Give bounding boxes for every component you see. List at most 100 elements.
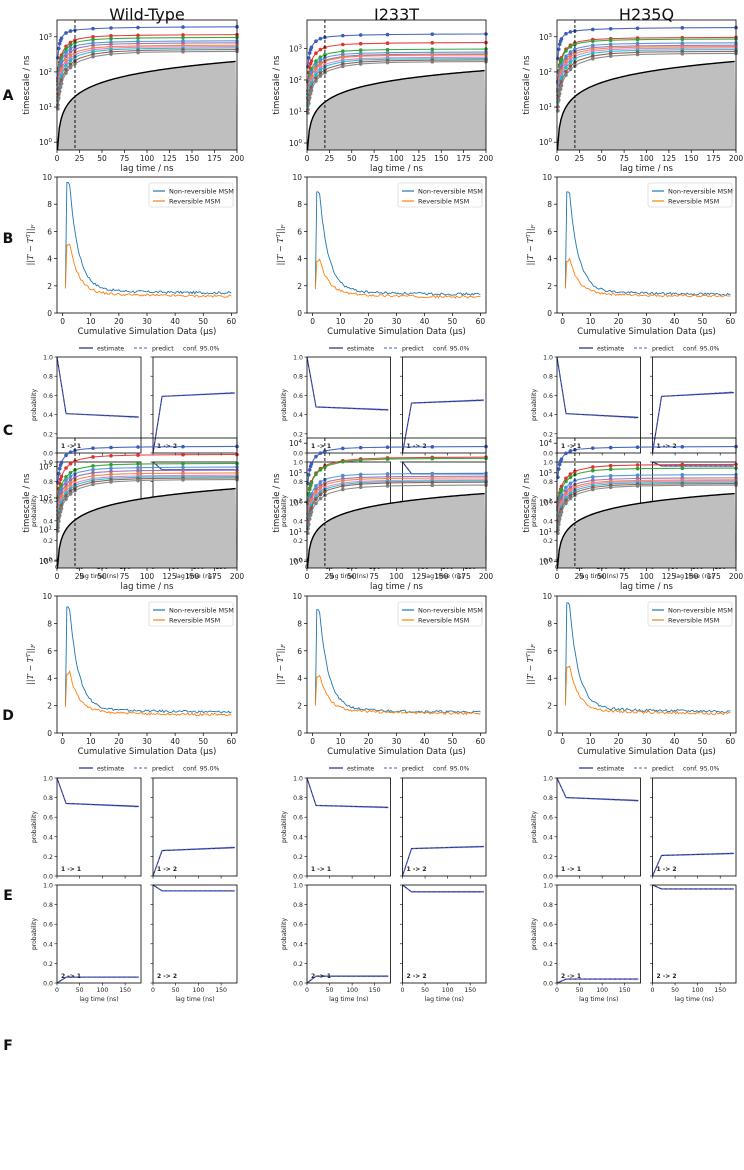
- its-marker: [568, 481, 573, 486]
- ck-frame: [402, 884, 487, 984]
- its-marker: [358, 472, 363, 477]
- ck-subpanel: 1 -> 2: [650, 777, 737, 879]
- its-marker: [307, 51, 312, 55]
- its-marker: [307, 487, 312, 492]
- its-marker: [318, 71, 323, 75]
- its-marker: [57, 41, 62, 46]
- its-marker: [564, 489, 568, 493]
- x-tick-label: 25: [325, 572, 335, 581]
- ck-predict-line: [402, 461, 484, 475]
- x-tick-label: 30: [642, 317, 652, 326]
- ck-subpanel: 1 -> 2: [400, 777, 487, 879]
- ck-confidence-band: [557, 357, 639, 419]
- its-marker: [136, 445, 140, 449]
- its-marker: [568, 472, 573, 476]
- its-marker: [91, 37, 95, 42]
- its-marker: [564, 479, 568, 484]
- its-marker: [568, 67, 573, 72]
- x-tick-label: 0: [401, 987, 405, 994]
- ck-frame: [306, 884, 391, 984]
- its-marker: [136, 33, 140, 38]
- y-tick-label: 0.2: [543, 854, 553, 861]
- its-marker: [68, 43, 73, 47]
- its-marker: [181, 49, 185, 54]
- its-marker: [314, 501, 318, 506]
- y-tick-label: 0.2: [43, 431, 53, 438]
- y-tick-label: 10: [42, 173, 52, 182]
- y-tick-label: 1.0: [43, 355, 53, 362]
- y-tick-label: 0.8: [293, 479, 303, 486]
- its-marker: [430, 471, 435, 476]
- ck-legend-predict: predict: [152, 766, 174, 773]
- its-marker: [341, 459, 345, 464]
- ck-subpanel: 0.0 0.2 0.4 0.6 0.8 1.0 1 -> 1 probability: [31, 776, 142, 881]
- x-tick-label: 50: [198, 317, 208, 326]
- its-series-line: [557, 52, 737, 111]
- its-marker: [64, 475, 68, 479]
- x-tick-label: 30: [142, 737, 152, 746]
- ck-confidence-band: [307, 357, 389, 411]
- its-marker: [109, 453, 113, 458]
- its-marker: [680, 483, 685, 488]
- ck-predict-line: [306, 975, 389, 984]
- its-marker: [635, 473, 640, 478]
- ck-confidence-band: [153, 885, 235, 893]
- its-marker: [318, 58, 323, 63]
- ck-predict-line: [152, 392, 235, 454]
- ck-xlabel: lag time (ns): [425, 573, 464, 580]
- its-marker: [73, 47, 77, 52]
- convergence-xlabel: Cumulative Simulation Data (µs): [78, 747, 217, 757]
- y-tick-label: 0.4: [43, 834, 53, 841]
- ck-legend-predict: predict: [152, 346, 174, 353]
- x-tick-label: 75: [369, 154, 379, 163]
- legend-nonrev-label: Non-reversible MSM: [668, 607, 733, 615]
- y-tick-label: 103: [289, 44, 303, 53]
- ck-legend: estimate predict conf. 95.0%: [79, 766, 220, 773]
- x-tick-label: 175: [207, 154, 222, 163]
- its-marker: [430, 480, 435, 485]
- its-marker: [91, 34, 95, 39]
- y-tick-label: 100: [539, 557, 553, 566]
- its-marker: [568, 494, 573, 498]
- its-marker: [385, 41, 390, 45]
- x-tick-label: 100: [692, 987, 704, 994]
- x-tick-label: 200: [230, 572, 245, 581]
- its-marker: [318, 47, 323, 52]
- y-tick-label: 102: [289, 76, 302, 85]
- ck-xlabel: lag time (ns): [579, 573, 618, 580]
- its-marker: [68, 461, 73, 466]
- x-tick-label: 150: [684, 572, 699, 581]
- its-marker: [430, 41, 435, 45]
- nonreversible-line: [64, 181, 232, 295]
- its-marker: [430, 483, 435, 488]
- ck-estimate-line: [402, 461, 484, 475]
- x-tick-label: 75: [619, 572, 629, 581]
- convergence-xlabel: Cumulative Simulation Data (µs): [577, 327, 716, 337]
- x-tick-label: 40: [420, 317, 430, 326]
- its-marker: [385, 484, 390, 488]
- its-marker: [430, 60, 435, 64]
- its-marker: [73, 459, 77, 463]
- its-marker: [591, 487, 595, 492]
- y-tick-label: 0.0: [293, 451, 303, 458]
- x-tick-label: 10: [86, 317, 96, 326]
- its-marker: [314, 489, 318, 494]
- y-tick-label: 6: [297, 647, 302, 656]
- its-marker: [181, 468, 185, 473]
- its-xlabel: lag time / ns: [370, 164, 424, 174]
- ck-predict-line: [556, 777, 639, 802]
- ck-predict-line: [652, 852, 734, 877]
- its-marker: [564, 65, 568, 70]
- x-tick-label: 125: [662, 572, 677, 581]
- its-marker: [358, 62, 363, 66]
- x-tick-label: 10: [86, 737, 96, 746]
- ck-panel-label: 1 -> 2: [157, 866, 177, 873]
- ck-legend-predict: predict: [402, 766, 424, 773]
- y-tick-label: 0.2: [543, 431, 553, 438]
- its-marker: [73, 61, 77, 66]
- legend-box: [647, 182, 733, 208]
- its-marker: [568, 60, 573, 64]
- its-marker: [314, 51, 318, 55]
- x-tick-label: 100: [389, 572, 404, 581]
